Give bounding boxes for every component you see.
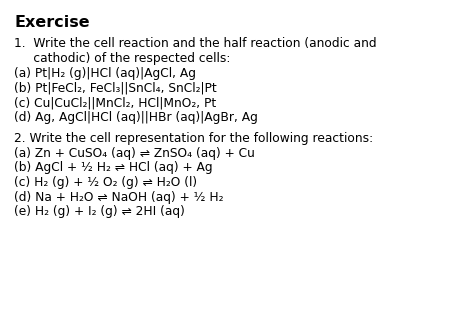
Text: (b) Pt|FeCl₂, FeCl₃||SnCl₄, SnCl₂|Pt: (b) Pt|FeCl₂, FeCl₃||SnCl₄, SnCl₂|Pt (14, 82, 217, 95)
Text: Exercise: Exercise (14, 15, 90, 30)
Text: cathodic) of the respected cells:: cathodic) of the respected cells: (14, 52, 230, 65)
Text: (a) Zn + CuSO₄ (aq) ⇌ ZnSO₄ (aq) + Cu: (a) Zn + CuSO₄ (aq) ⇌ ZnSO₄ (aq) + Cu (14, 147, 255, 160)
Text: 2. Write the cell representation for the following reactions:: 2. Write the cell representation for the… (14, 132, 374, 145)
Text: (d) Na + H₂O ⇌ NaOH (aq) + ½ H₂: (d) Na + H₂O ⇌ NaOH (aq) + ½ H₂ (14, 191, 224, 204)
Text: (c) Cu|CuCl₂||MnCl₂, HCl|MnO₂, Pt: (c) Cu|CuCl₂||MnCl₂, HCl|MnO₂, Pt (14, 96, 217, 109)
Text: (a) Pt|H₂ (g)|HCl (aq)|AgCl, Ag: (a) Pt|H₂ (g)|HCl (aq)|AgCl, Ag (14, 67, 196, 80)
Text: 1.  Write the cell reaction and the half reaction (anodic and: 1. Write the cell reaction and the half … (14, 37, 377, 51)
Text: (b) AgCl + ½ H₂ ⇌ HCl (aq) + Ag: (b) AgCl + ½ H₂ ⇌ HCl (aq) + Ag (14, 161, 213, 174)
Text: (d) Ag, AgCl|HCl (aq)||HBr (aq)|AgBr, Ag: (d) Ag, AgCl|HCl (aq)||HBr (aq)|AgBr, Ag (14, 111, 258, 124)
Text: (c) H₂ (g) + ½ O₂ (g) ⇌ H₂O (l): (c) H₂ (g) + ½ O₂ (g) ⇌ H₂O (l) (14, 176, 197, 189)
Text: (e) H₂ (g) + I₂ (g) ⇌ 2HI (aq): (e) H₂ (g) + I₂ (g) ⇌ 2HI (aq) (14, 205, 185, 218)
